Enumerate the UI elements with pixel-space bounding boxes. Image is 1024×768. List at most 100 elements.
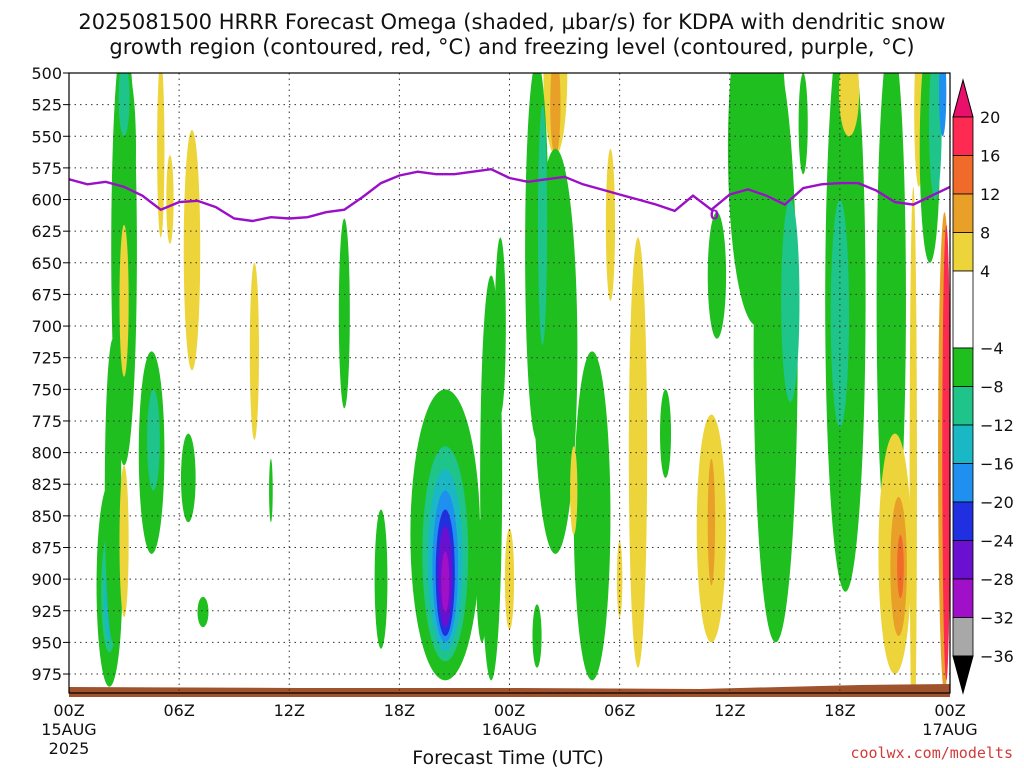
y-tick-label-11: 775	[31, 412, 62, 431]
y-tick-label-18: 950	[31, 633, 62, 652]
colorbar-label-3: 8	[980, 224, 990, 243]
x-tick-label-7: 18Z	[824, 701, 855, 720]
colorbar-label-7: −12	[980, 416, 1014, 435]
colorbar-band-2	[952, 193, 974, 233]
omega-region-5	[118, 73, 130, 137]
y-tick-label-2: 550	[31, 127, 62, 146]
omega-region-10	[147, 389, 160, 491]
omega-region-17	[269, 458, 273, 523]
colorbar-label-5: −4	[980, 339, 1004, 358]
x-tick-year-0: 2025	[49, 739, 90, 758]
y-tick-label-7: 675	[31, 285, 62, 304]
colorbar-band-5	[952, 347, 974, 387]
colorbar-label-1: 16	[980, 147, 1000, 166]
omega-region-35	[537, 104, 548, 346]
omega-region-11	[157, 73, 165, 238]
y-tick-label-9: 725	[31, 349, 62, 368]
x-tick-label-8: 00Z	[934, 701, 965, 720]
colorbar-band-1	[952, 155, 974, 195]
omega-region-18	[338, 218, 350, 409]
colorbar-label-10: −24	[980, 532, 1014, 551]
omega-region-63	[942, 224, 950, 681]
omega-colorbar: 20 16 12 8 4 −4 −8 −12 −16 −20 −24 −28 −32 −36	[952, 78, 1014, 695]
x-tick-date-4: 16AUG	[482, 720, 537, 739]
omega-region-49	[798, 73, 808, 175]
y-tick-label-17: 925	[31, 602, 62, 621]
y-tick-label-1: 525	[31, 96, 62, 115]
omega-region-6	[104, 338, 122, 643]
y-tick-label-3: 575	[31, 159, 62, 178]
y-tick-label-13: 825	[31, 475, 62, 494]
omega-region-60	[928, 73, 942, 200]
omega-region-14	[180, 433, 196, 523]
omega-region-15	[197, 596, 209, 628]
x-tick-label-0: 00Z	[53, 701, 84, 720]
colorbar-top-arrow	[952, 78, 974, 118]
omega-region-7	[119, 465, 129, 618]
colorbar-band-6	[952, 386, 974, 426]
omega-region-32	[550, 73, 561, 156]
colorbar-bottom-arrow	[952, 655, 974, 695]
colorbar-label-2: 12	[980, 185, 1000, 204]
chart-title-line1: 2025081500 HRRR Forecast Omega (shaded, …	[78, 10, 945, 34]
omega-region-57	[909, 186, 917, 693]
colorbar-label-13: −36	[980, 647, 1014, 666]
y-axis-tick-labels: 500 525 550 575 600 625 650 675 700 725 750 775 800 8…	[31, 64, 62, 684]
omega-region-42	[660, 389, 672, 478]
credit-text: coolwx.com/modelts	[850, 744, 1013, 762]
freezing-level-contour: 0	[69, 167, 950, 224]
y-tick-label-4: 600	[31, 191, 62, 210]
colorbar-band-8	[952, 463, 974, 503]
colorbar-band-10	[952, 540, 974, 580]
y-tick-label-14: 850	[31, 507, 62, 526]
colorbar-label-11: −28	[980, 570, 1014, 589]
y-tick-label-15: 875	[31, 538, 62, 557]
omega-region-26	[441, 551, 450, 613]
y-tick-label-5: 625	[31, 222, 62, 241]
y-tick-label-19: 975	[31, 665, 62, 684]
y-tick-label-16: 900	[31, 570, 62, 589]
plot-frame	[68, 72, 951, 694]
freezing-level-label: 0	[710, 209, 719, 224]
x-tick-label-2: 12Z	[274, 701, 305, 720]
y-tick-label-10: 750	[31, 380, 62, 399]
omega-region-45	[707, 212, 727, 339]
x-tick-label-6: 12Z	[714, 701, 745, 720]
freezing-level-line	[69, 167, 950, 223]
omega-region-38	[570, 446, 578, 535]
colorbar-label-0: 20	[980, 108, 1000, 127]
colorbar-band-3	[952, 232, 974, 272]
colorbar-band-9	[952, 501, 974, 541]
colorbar-label-8: −16	[980, 455, 1014, 474]
x-tick-date-0: 15AUG	[41, 720, 96, 739]
y-tick-label-0: 500	[31, 64, 62, 83]
colorbar-label-6: −8	[980, 378, 1004, 397]
omega-region-41	[628, 237, 648, 668]
x-tick-label-3: 18Z	[384, 701, 415, 720]
omega-region-8	[119, 224, 129, 377]
omega-region-39	[605, 148, 616, 301]
omega-region-44	[707, 458, 716, 586]
omega-region-56	[897, 534, 904, 599]
colorbar-label-12: −32	[980, 609, 1014, 628]
omega-region-37	[532, 604, 542, 668]
colorbar-band-7	[952, 424, 974, 464]
colorbar-band-11	[952, 578, 974, 618]
omega-region-61	[938, 73, 947, 137]
colorbar-label-9: −20	[980, 493, 1014, 512]
y-tick-label-8: 700	[31, 317, 62, 336]
x-tick-label-1: 06Z	[163, 701, 194, 720]
y-tick-label-12: 800	[31, 444, 62, 463]
x-tick-label-5: 06Z	[604, 701, 635, 720]
omega-region-51	[830, 199, 850, 428]
colorbar-label-4: 4	[980, 262, 990, 281]
colorbar-band-4	[952, 270, 974, 349]
x-tick-label-4: 00Z	[494, 701, 525, 720]
chart-title-line2: growth region (contoured, red, °C) and f…	[109, 35, 914, 59]
omega-region-28	[494, 237, 506, 415]
omega-region-48	[781, 199, 800, 402]
x-tick-date-8: 17AUG	[922, 720, 977, 739]
omega-region-13	[183, 129, 201, 371]
